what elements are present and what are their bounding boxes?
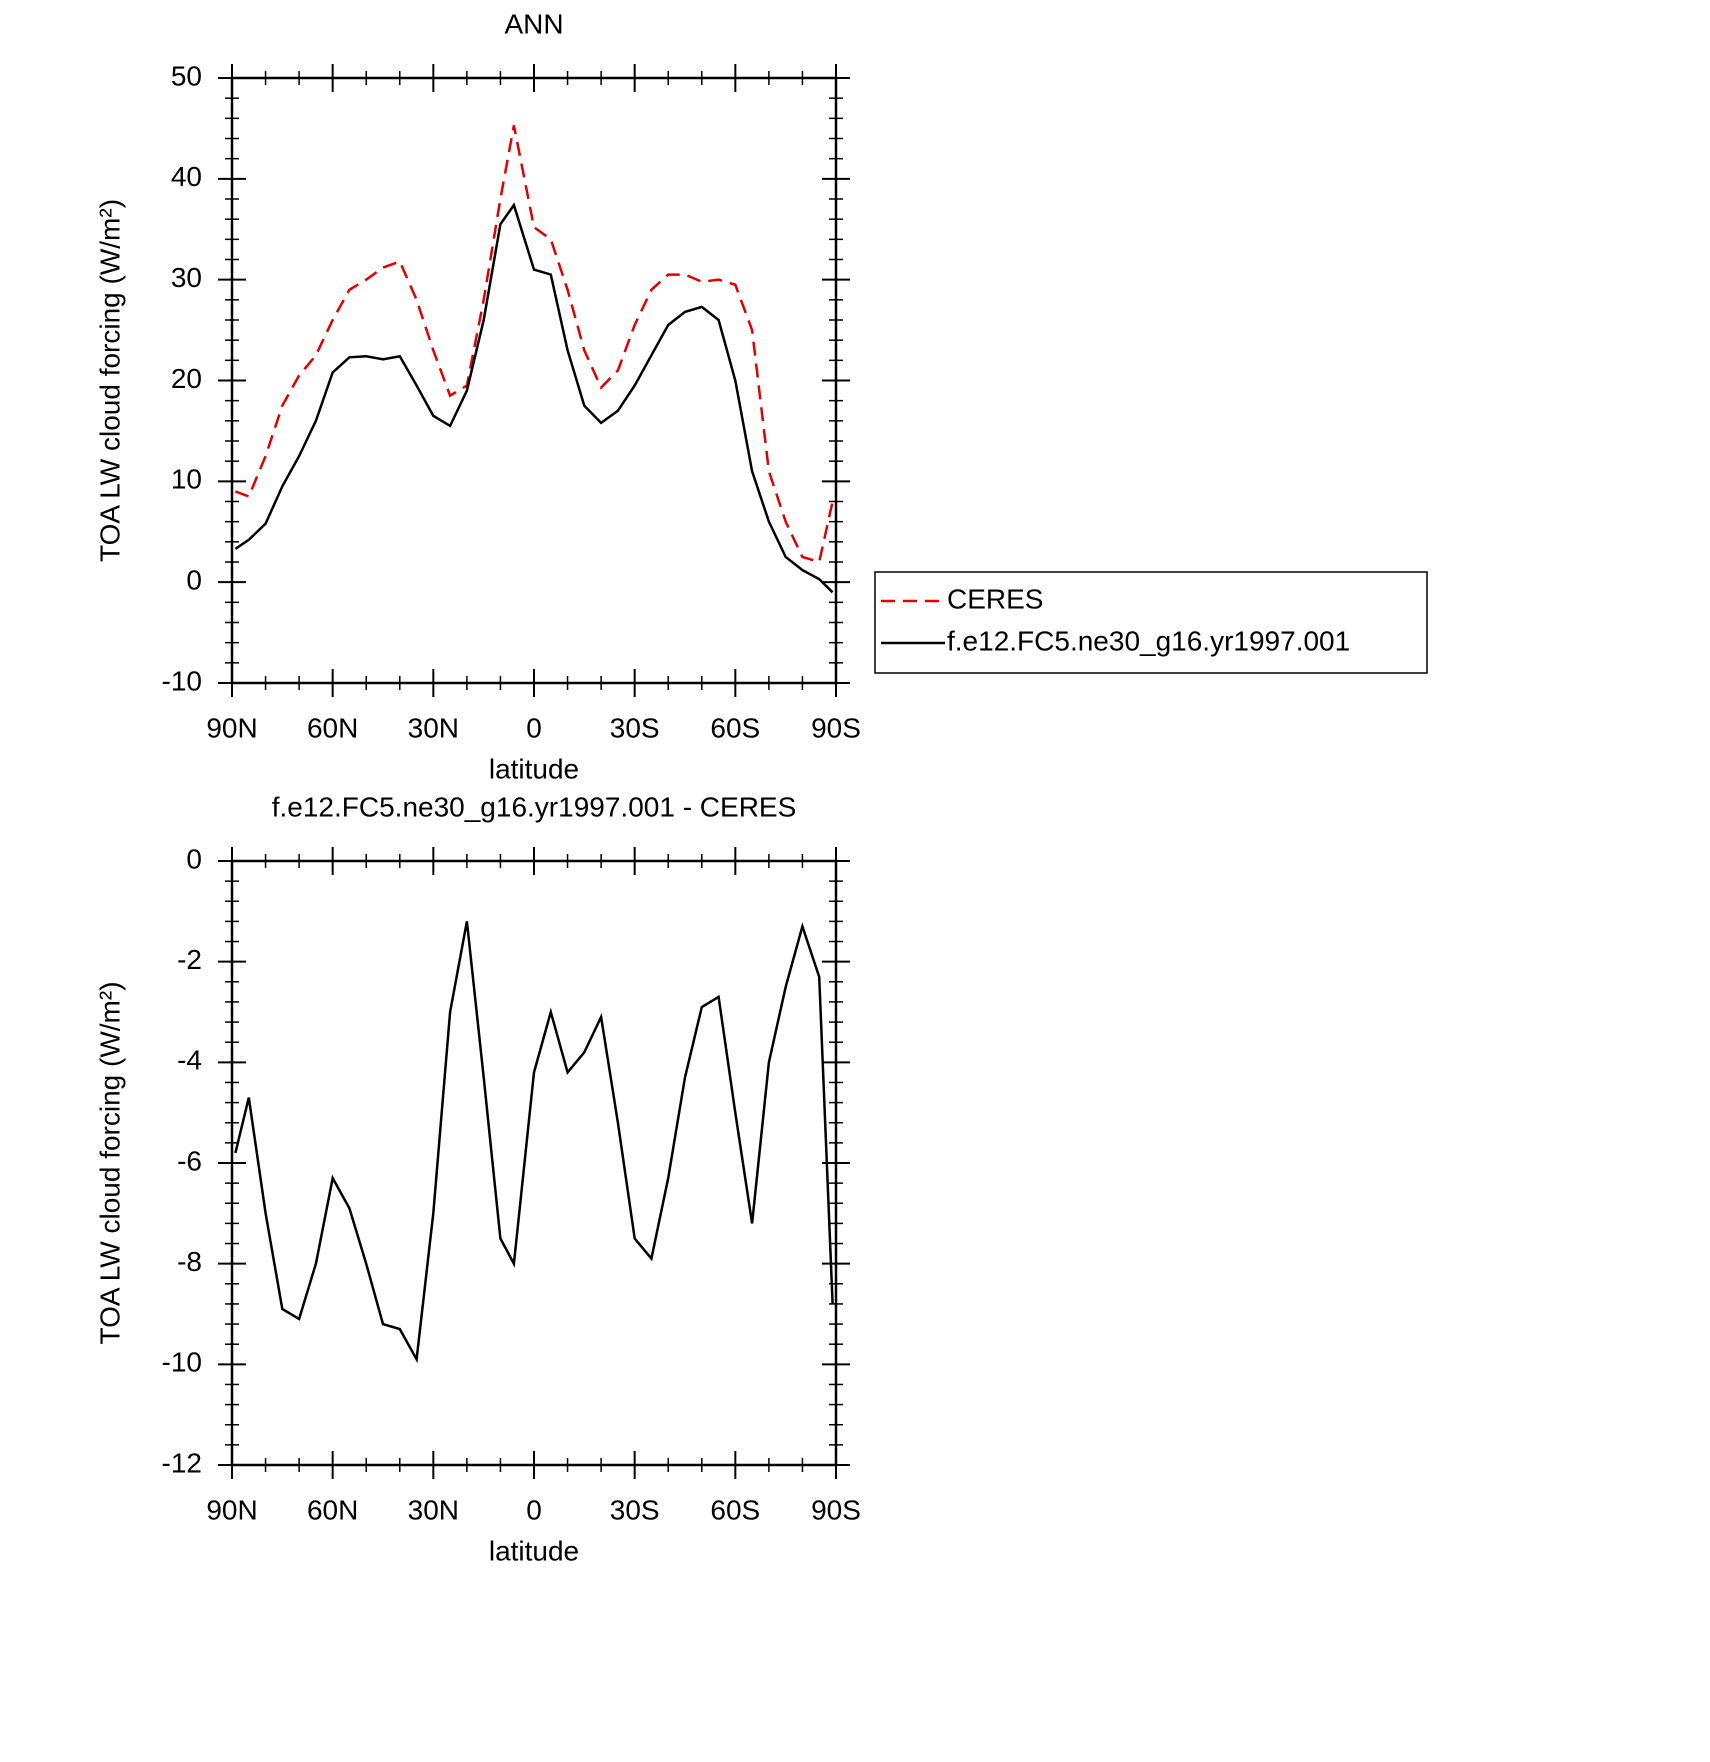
x-tick-label: 90N (206, 712, 257, 743)
data-line (234, 125, 834, 564)
legend-box (874, 571, 1428, 674)
x-tick-label: 90S (811, 1494, 861, 1525)
y-tick-label: 20 (171, 363, 202, 394)
y-axis-label: TOA LW cloud forcing (W/m²) (94, 981, 125, 1344)
x-tick-label: 0 (526, 1494, 542, 1525)
x-tick-label: 90N (206, 1494, 257, 1525)
y-tick-label: -4 (177, 1045, 202, 1076)
x-tick-label: 90S (811, 712, 861, 743)
x-tick-label: 0 (526, 712, 542, 743)
y-tick-label: -2 (177, 944, 202, 975)
data-line (234, 202, 834, 594)
x-tick-label: 30S (610, 712, 660, 743)
y-tick-label: -10 (162, 1347, 202, 1378)
data-line (234, 921, 834, 1364)
y-tick-label: 40 (171, 161, 202, 192)
x-axis-label: latitude (489, 753, 579, 784)
y-axis-label: TOA LW cloud forcing (W/m²) (94, 199, 125, 562)
x-tick-label: 60N (307, 712, 358, 743)
x-tick-label: 30S (610, 1494, 660, 1525)
x-tick-label: 60N (307, 1494, 358, 1525)
plot-frame (230, 76, 838, 685)
x-tick-label: 60S (710, 712, 760, 743)
y-tick-label: 0 (186, 565, 202, 596)
y-tick-label: -12 (162, 1447, 202, 1478)
x-tick-label: 30N (408, 1494, 459, 1525)
plot-frame (230, 859, 838, 1467)
y-tick-label: -6 (177, 1145, 202, 1176)
legend-label: CERES (947, 583, 1043, 614)
y-tick-label: -10 (162, 665, 202, 696)
x-tick-label: 30N (408, 712, 459, 743)
legend-label: f.e12.FC5.ne30_g16.yr1997.001 (947, 625, 1350, 656)
y-tick-label: 50 (171, 60, 202, 91)
y-tick-label: 10 (171, 464, 202, 495)
y-tick-label: 0 (186, 843, 202, 874)
x-tick-label: 60S (710, 1494, 760, 1525)
chart-title: ANN (504, 8, 563, 39)
y-tick-label: 30 (171, 262, 202, 293)
chart-title: f.e12.FC5.ne30_g16.yr1997.001 - CERES (272, 791, 797, 822)
x-axis-label: latitude (489, 1535, 579, 1566)
y-tick-label: -8 (177, 1246, 202, 1277)
